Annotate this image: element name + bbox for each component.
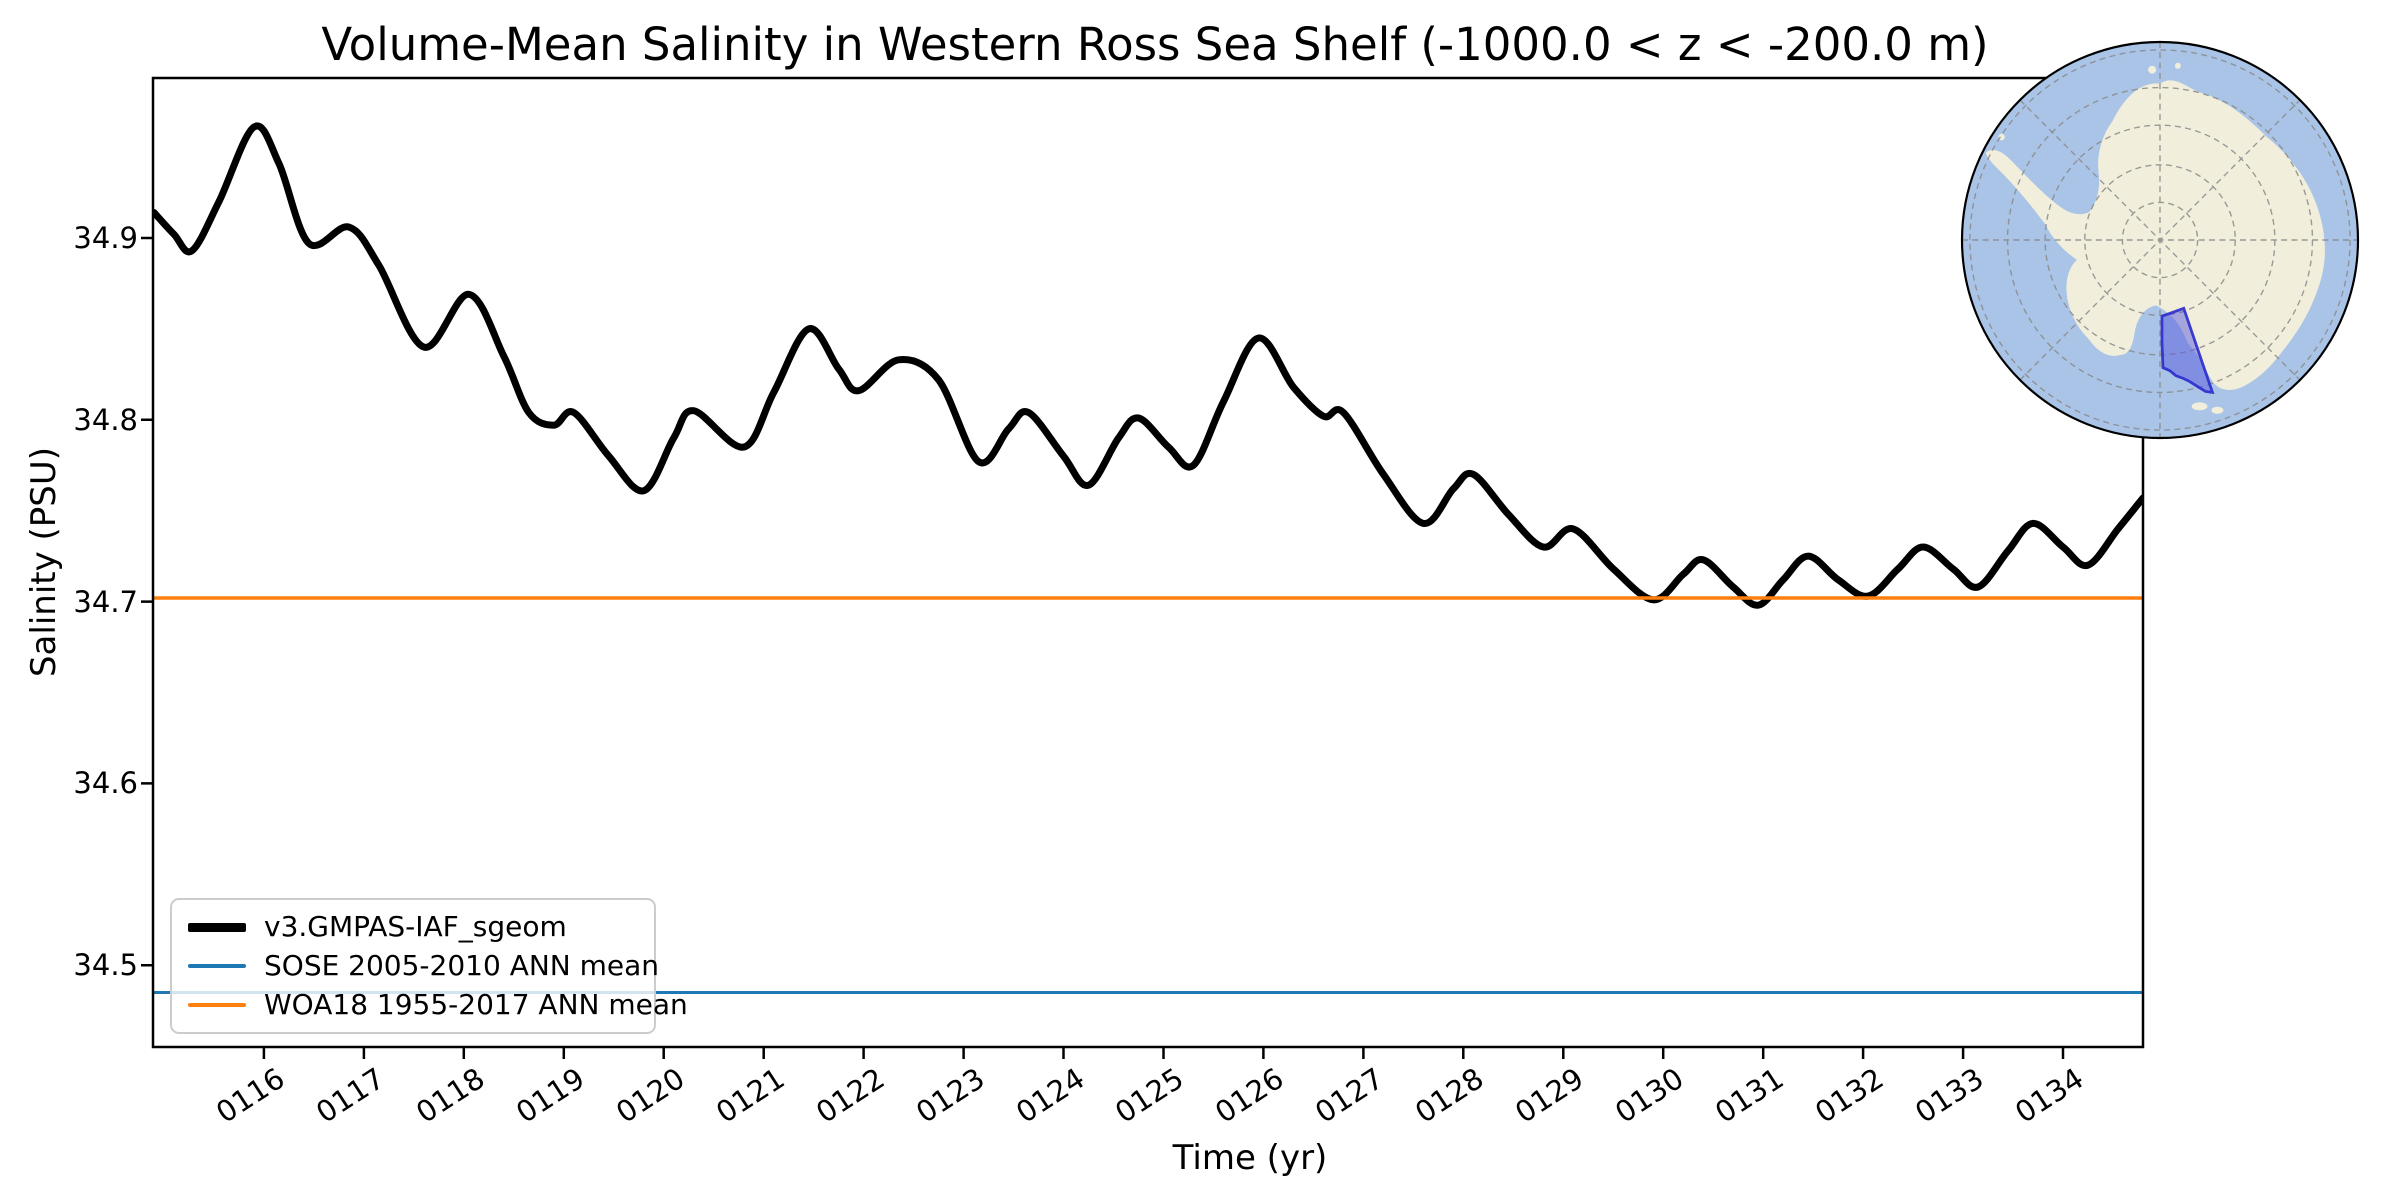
map-graticule: [1961, 41, 2359, 439]
y-tick-label: 34.5: [73, 948, 138, 983]
y-axis-label: Salinity (PSU): [24, 446, 64, 678]
axes-frame: [151, 76, 2145, 1049]
map-border: [1960, 40, 2360, 440]
salinity-curve: [153, 122, 2143, 609]
chart-title: Volume-Mean Salinity in Western Ross Sea…: [321, 18, 1989, 71]
region-highlight: [2160, 306, 2215, 395]
island: [2211, 406, 2224, 414]
legend: v3.GMPAS-IAF_sgeom SOSE 2005-2010 ANN mea…: [170, 898, 688, 1034]
island: [2174, 62, 2181, 69]
legend-label: v3.GMPAS-IAF_sgeom: [264, 910, 567, 944]
island: [2191, 402, 2208, 411]
x-axis-label: Time (yr): [1172, 1138, 1328, 1178]
data-series-layer: [153, 122, 2143, 994]
y-tick-label: 34.7: [73, 584, 138, 619]
legend-line-sample: [188, 1002, 246, 1007]
island: [2148, 65, 2157, 74]
y-tick-label: 34.6: [73, 766, 138, 801]
y-tick-label: 34.8: [73, 402, 138, 437]
tick-marks: [141, 236, 2065, 1059]
legend-row: SOSE 2005-2010 ANN mean: [188, 947, 659, 985]
axis-ticks: [141, 236, 2065, 1059]
legend-line-sample: [188, 922, 246, 932]
legend-line-sample: [188, 963, 246, 968]
inset-map: [1960, 40, 2360, 440]
legend-row: v3.GMPAS-IAF_sgeom: [188, 908, 638, 946]
legend-label: SOSE 2005-2010 ANN mean: [264, 948, 660, 982]
y-tick-label: 34.9: [73, 220, 138, 255]
legend-label: WOA18 1955-2017 ANN mean: [264, 987, 688, 1021]
legend-row: WOA18 1955-2017 ANN mean: [188, 986, 688, 1024]
